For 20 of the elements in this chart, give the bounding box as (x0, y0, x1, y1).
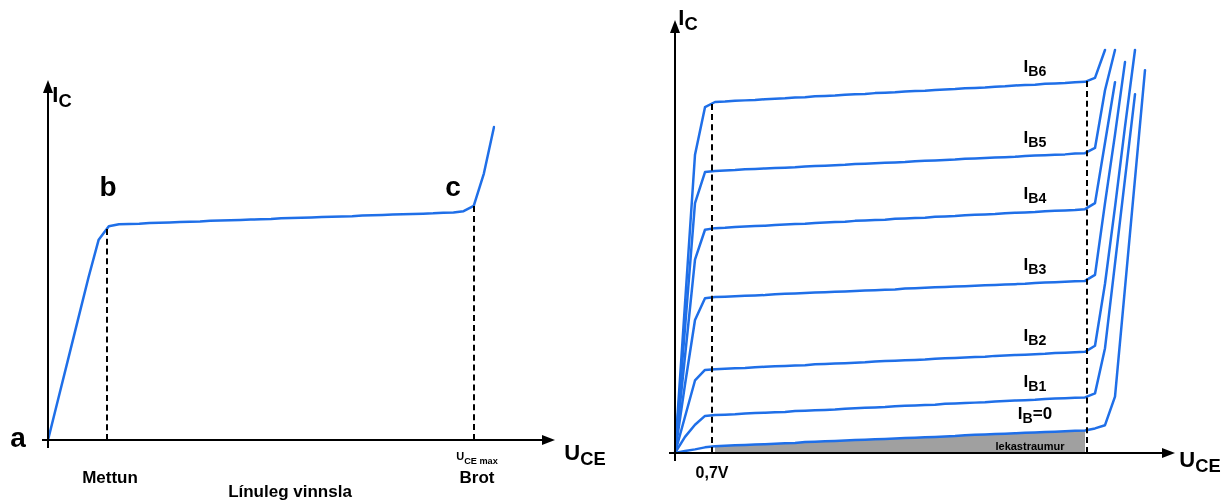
y-axis-title: I$_{C}$ (678, 4, 698, 36)
text: a (10, 422, 26, 454)
series-label: I$_{B5}$ (1023, 127, 1047, 150)
text: Línuleg vinnsla (228, 482, 352, 502)
annotation: lekastraumur (995, 440, 1065, 452)
annotation: b (99, 171, 117, 203)
text: Brot (459, 468, 495, 488)
annotation: c (445, 171, 461, 203)
y-axis-title: I$_{C}$ (52, 81, 72, 113)
series-label: I$_{B2}$ (1023, 326, 1047, 349)
series-label: I$_{B3}$ (1023, 254, 1047, 278)
text: Mettun (82, 468, 138, 488)
x-axis-title: U$_{CE}$ (564, 439, 606, 471)
series-label: I$_{B}$=0 (1017, 404, 1053, 427)
text: U$_{CE max}$ (456, 450, 498, 466)
x-axis-title: U$_{CE}$ (1179, 446, 1221, 478)
series-label: I$_{B6}$ (1023, 56, 1047, 79)
series-label: I$_{B4}$ (1023, 183, 1047, 207)
series-label: I$_{B1}$ (1023, 371, 1047, 394)
text: 0,7V (695, 464, 729, 482)
